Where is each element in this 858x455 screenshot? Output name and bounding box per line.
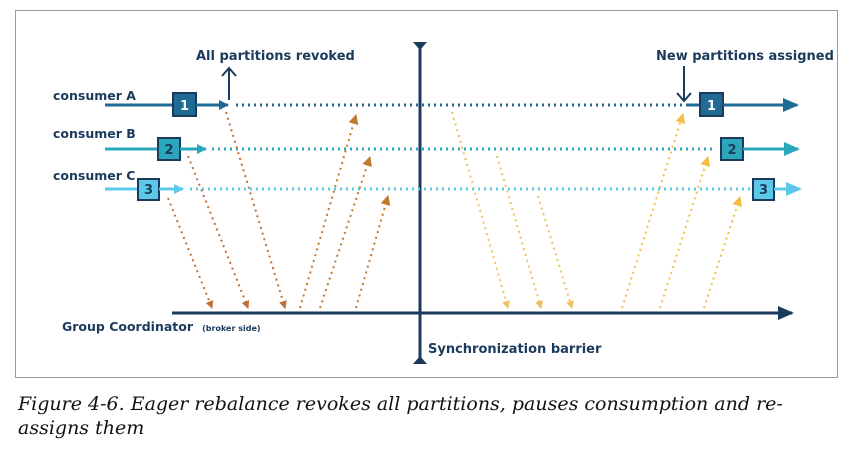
message-b-to-coordinator <box>187 155 250 309</box>
synchronization-barrier: Synchronization barrier <box>413 42 602 364</box>
barrier-bottom-cap <box>413 356 427 364</box>
assignment-message-a <box>621 113 686 309</box>
assigned-label: New partitions assigned <box>656 49 834 64</box>
leave-messages <box>167 111 287 309</box>
revoked-label: All partitions revoked <box>196 49 355 64</box>
message-coordinator-to-a <box>299 114 359 309</box>
coordinator-label: Group Coordinator (broker side) <box>62 316 261 335</box>
consumer-c-row: consumer C 3 3 <box>53 168 802 201</box>
consumer-b-row: consumer B 2 2 <box>53 126 800 161</box>
sync-message-a <box>451 111 510 309</box>
coordinator-label-sub: (broker side) <box>202 324 260 333</box>
assigned-annotation: New partitions assigned <box>656 49 834 103</box>
consumer-b-label: consumer B <box>53 126 136 141</box>
consumer-c-label: consumer C <box>53 168 135 183</box>
revoked-arrow-head <box>221 66 237 77</box>
assignment-message-b <box>659 156 711 309</box>
revoked-annotation: All partitions revoked <box>196 49 355 100</box>
assignment-messages <box>621 113 742 309</box>
consumer-b-partition-before-label: 2 <box>164 143 173 158</box>
consumer-a-partition-before-label: 1 <box>180 99 189 114</box>
assignment-message-c <box>703 196 742 309</box>
message-c-to-coordinator <box>167 197 214 309</box>
sync-messages <box>451 111 574 309</box>
coordinator-label-main: Group Coordinator <box>62 319 194 334</box>
group-coordinator: Group Coordinator (broker side) <box>62 306 794 335</box>
consumer-c-partition-before-label: 3 <box>144 183 153 198</box>
join-messages <box>299 114 391 309</box>
barrier-label: Synchronization barrier <box>428 342 602 357</box>
message-coordinator-to-c <box>355 195 391 309</box>
figure-caption: Figure 4-6. Eager rebalance revokes all … <box>18 393 783 439</box>
sync-message-c <box>537 195 574 309</box>
message-a-to-coordinator <box>225 111 287 309</box>
consumer-a-label: consumer A <box>53 88 136 103</box>
consumer-a-partition-after-label: 1 <box>707 99 716 114</box>
assigned-arrow-head <box>676 92 692 103</box>
rebalance-diagram: Synchronization barrier Group Coordinato… <box>53 42 834 364</box>
consumer-b-partition-after-label: 2 <box>727 143 736 158</box>
sync-message-b <box>496 155 543 309</box>
consumer-a-row: consumer A 1 1 <box>53 88 799 117</box>
barrier-top-cap <box>413 42 427 50</box>
consumer-c-partition-after-label: 3 <box>759 183 768 198</box>
message-coordinator-to-b <box>319 156 372 309</box>
